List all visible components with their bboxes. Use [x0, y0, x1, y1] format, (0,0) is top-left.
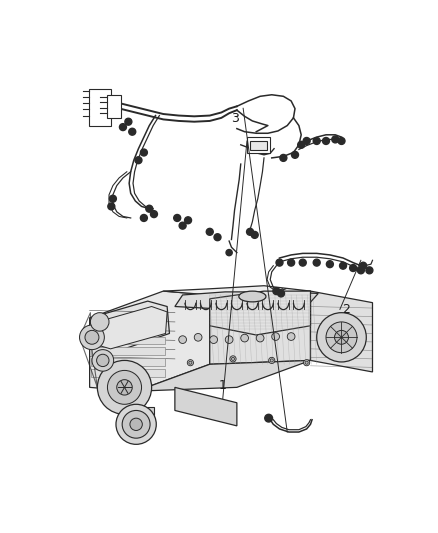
Circle shape [231, 357, 235, 360]
Polygon shape [210, 291, 311, 335]
Circle shape [273, 288, 280, 295]
Circle shape [146, 205, 153, 212]
Circle shape [357, 267, 364, 274]
Circle shape [304, 360, 310, 366]
Circle shape [287, 333, 295, 341]
Circle shape [265, 414, 272, 422]
Circle shape [125, 118, 132, 125]
Circle shape [80, 325, 104, 350]
Circle shape [251, 231, 258, 238]
Polygon shape [90, 291, 210, 391]
Polygon shape [163, 286, 311, 295]
Circle shape [276, 259, 283, 266]
Polygon shape [175, 292, 318, 309]
Circle shape [335, 330, 349, 344]
Circle shape [85, 330, 99, 344]
Circle shape [120, 124, 127, 131]
Bar [91, 348, 165, 355]
Polygon shape [210, 291, 311, 364]
Circle shape [189, 361, 192, 364]
Circle shape [97, 360, 152, 414]
Circle shape [107, 370, 141, 405]
Circle shape [226, 249, 232, 256]
Circle shape [184, 217, 191, 224]
Circle shape [268, 357, 275, 364]
Circle shape [326, 322, 357, 353]
Polygon shape [311, 291, 372, 372]
Circle shape [332, 136, 339, 143]
Circle shape [339, 262, 346, 269]
Bar [91, 326, 165, 334]
Circle shape [270, 359, 273, 362]
Circle shape [299, 259, 306, 266]
Circle shape [141, 149, 147, 156]
Circle shape [174, 214, 181, 221]
Circle shape [241, 334, 248, 342]
Circle shape [272, 333, 279, 341]
Circle shape [214, 234, 221, 241]
Circle shape [313, 138, 320, 144]
Circle shape [230, 356, 236, 362]
Bar [107, 95, 120, 118]
Circle shape [141, 214, 147, 221]
Bar [250, 141, 267, 150]
Circle shape [280, 155, 287, 161]
Circle shape [187, 360, 194, 366]
Circle shape [135, 157, 142, 164]
Circle shape [303, 138, 310, 144]
Bar [91, 369, 165, 377]
Circle shape [108, 203, 115, 210]
Polygon shape [118, 407, 154, 418]
Bar [91, 336, 165, 344]
Circle shape [225, 336, 233, 343]
Polygon shape [90, 301, 170, 353]
Circle shape [97, 354, 109, 367]
Polygon shape [136, 360, 311, 391]
Circle shape [338, 138, 345, 144]
Circle shape [151, 211, 157, 217]
Polygon shape [97, 306, 167, 349]
Circle shape [117, 379, 132, 395]
Bar [91, 358, 165, 366]
Circle shape [366, 267, 373, 274]
Text: 3: 3 [231, 112, 239, 125]
Circle shape [206, 228, 213, 235]
Circle shape [305, 361, 308, 364]
Circle shape [292, 151, 298, 158]
Circle shape [130, 418, 142, 431]
Bar [89, 88, 110, 126]
Polygon shape [175, 387, 237, 426]
Text: 1: 1 [219, 379, 227, 392]
Circle shape [122, 410, 150, 438]
Circle shape [313, 259, 320, 266]
Circle shape [326, 261, 333, 268]
Circle shape [298, 141, 305, 148]
Circle shape [110, 195, 117, 202]
Circle shape [210, 336, 218, 343]
Circle shape [194, 334, 202, 341]
Circle shape [179, 222, 186, 229]
Circle shape [247, 228, 254, 235]
Circle shape [92, 350, 113, 371]
Ellipse shape [239, 291, 266, 302]
Circle shape [322, 138, 329, 144]
Circle shape [90, 313, 109, 331]
Circle shape [116, 405, 156, 445]
Circle shape [179, 336, 187, 343]
Circle shape [317, 313, 366, 362]
Circle shape [288, 259, 295, 266]
Circle shape [129, 128, 136, 135]
Circle shape [256, 334, 264, 342]
Bar [247, 137, 270, 152]
Circle shape [350, 264, 357, 271]
Circle shape [360, 262, 367, 269]
Text: 2: 2 [342, 303, 350, 316]
Circle shape [278, 290, 285, 297]
